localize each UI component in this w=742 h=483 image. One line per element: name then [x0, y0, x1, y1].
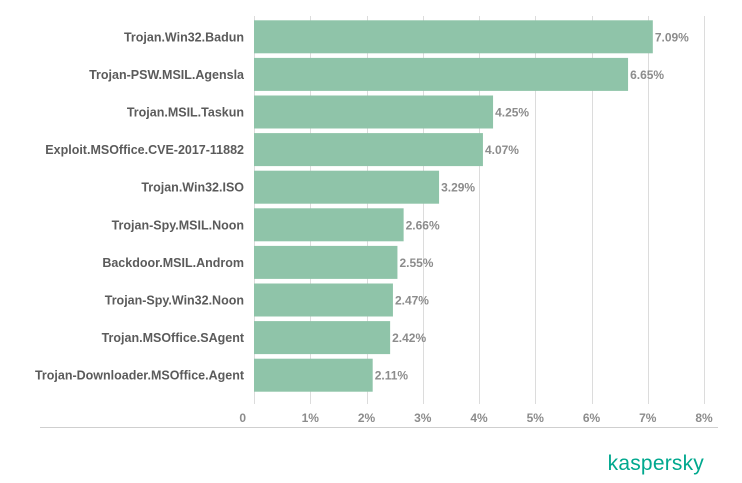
value-label-2: 4.25% — [495, 106, 529, 120]
kaspersky-logo: kaspersky — [607, 452, 704, 475]
bar-8 — [254, 321, 391, 355]
bar-chart: Trojan.Win32.Badun Trojan-PSW.MSIL.Agensl… — [35, 16, 713, 425]
category-label-3: Exploit.MSOffice.CVE-2017-11882 — [45, 143, 244, 157]
category-label-9: Trojan-Downloader.MSOffice.Agent — [35, 369, 245, 383]
x-tick-label-0: 0 — [239, 411, 246, 425]
value-label-7: 2.47% — [395, 294, 429, 308]
x-tick-label-6: 6% — [583, 411, 601, 425]
category-labels: Trojan.Win32.Badun Trojan-PSW.MSIL.Agensl… — [35, 30, 245, 382]
x-tick-label-2: 2% — [358, 411, 376, 425]
bar-5 — [254, 208, 404, 242]
value-label-8: 2.42% — [392, 331, 426, 345]
bar-1 — [254, 57, 629, 91]
bar-4 — [254, 170, 440, 204]
value-label-3: 4.07% — [485, 143, 519, 157]
value-label-6: 2.55% — [399, 256, 433, 270]
category-label-5: Trojan-Spy.MSIL.Noon — [112, 218, 244, 232]
x-tick-label-3: 3% — [414, 411, 432, 425]
value-label-9: 2.11% — [375, 369, 409, 383]
bar-6 — [254, 245, 398, 279]
bar-7 — [254, 283, 393, 317]
bars — [254, 20, 653, 392]
value-label-5: 2.66% — [406, 218, 440, 232]
x-tick-label-8: 8% — [695, 411, 713, 425]
footer-divider — [40, 427, 718, 428]
category-label-1: Trojan-PSW.MSIL.Agensla — [89, 68, 245, 82]
category-label-2: Trojan.MSIL.Taskun — [127, 106, 244, 120]
bar-9 — [254, 358, 373, 392]
category-label-7: Trojan-Spy.Win32.Noon — [105, 294, 244, 308]
x-tick-label-7: 7% — [639, 411, 657, 425]
bar-2 — [254, 95, 494, 129]
value-label-0: 7.09% — [655, 30, 689, 44]
x-tick-label-4: 4% — [470, 411, 488, 425]
value-labels: 7.09% 6.65% 4.25% 4.07% 3.29% 2.66% 2.55% 2.47%… — [375, 30, 689, 382]
category-label-8: Trojan.MSOffice.SAgent — [102, 331, 245, 345]
category-label-6: Backdoor.MSIL.Androm — [102, 256, 244, 270]
value-label-1: 6.65% — [630, 68, 664, 82]
category-label-4: Trojan.Win32.ISO — [141, 181, 244, 195]
x-tick-label-5: 5% — [527, 411, 545, 425]
x-tick-label-1: 1% — [302, 411, 320, 425]
category-label-0: Trojan.Win32.Badun — [124, 30, 244, 44]
value-label-4: 3.29% — [441, 181, 475, 195]
x-axis-tick-labels: 0 1% 2% 3% 4% 5% 6% 7% 8% — [239, 411, 713, 425]
bar-0 — [254, 20, 653, 54]
bar-3 — [254, 133, 483, 167]
